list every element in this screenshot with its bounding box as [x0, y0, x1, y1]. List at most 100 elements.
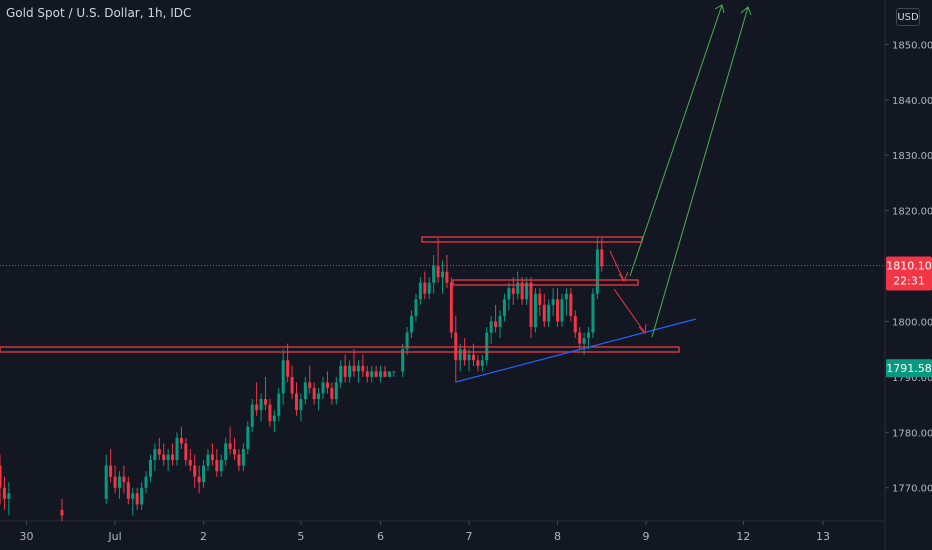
- candle[interactable]: [582, 332, 586, 355]
- candle[interactable]: [551, 288, 555, 316]
- candle[interactable]: [184, 437, 188, 466]
- candle[interactable]: [556, 288, 560, 328]
- candle[interactable]: [0, 454, 2, 505]
- candle[interactable]: [188, 448, 192, 472]
- candle[interactable]: [148, 454, 152, 483]
- candle[interactable]: [547, 299, 551, 328]
- candle[interactable]: [392, 371, 396, 377]
- candle[interactable]: [520, 277, 524, 305]
- candle[interactable]: [564, 288, 568, 316]
- candle[interactable]: [104, 454, 108, 505]
- candle[interactable]: [122, 465, 126, 494]
- candle[interactable]: [489, 315, 493, 344]
- candle[interactable]: [193, 454, 197, 488]
- candle[interactable]: [591, 288, 595, 339]
- candle[interactable]: [259, 393, 263, 422]
- candle[interactable]: [250, 399, 254, 433]
- candle[interactable]: [587, 327, 591, 350]
- currency-button[interactable]: USD: [896, 8, 920, 26]
- candle[interactable]: [135, 487, 139, 510]
- candle[interactable]: [449, 277, 453, 339]
- candle[interactable]: [303, 376, 307, 405]
- candle[interactable]: [162, 443, 166, 466]
- candle[interactable]: [215, 448, 219, 477]
- candle[interactable]: [197, 465, 201, 494]
- candle[interactable]: [113, 465, 117, 494]
- candle[interactable]: [441, 260, 444, 294]
- candle[interactable]: [365, 365, 369, 383]
- candle[interactable]: [126, 476, 130, 505]
- candle[interactable]: [321, 376, 325, 400]
- candle[interactable]: [538, 288, 542, 316]
- candle[interactable]: [290, 365, 294, 400]
- candle[interactable]: [383, 365, 387, 377]
- candle[interactable]: [233, 437, 237, 461]
- candle[interactable]: [573, 310, 577, 339]
- candle[interactable]: [467, 349, 471, 372]
- candle[interactable]: [144, 471, 148, 494]
- candle[interactable]: [600, 238, 604, 272]
- candle[interactable]: [401, 343, 405, 377]
- candle[interactable]: [166, 448, 170, 472]
- candle[interactable]: [237, 448, 241, 472]
- candle[interactable]: [202, 460, 206, 488]
- candle[interactable]: [387, 371, 391, 377]
- candle[interactable]: [533, 288, 537, 333]
- candle[interactable]: [281, 349, 285, 405]
- candle[interactable]: [308, 365, 312, 394]
- candle[interactable]: [542, 293, 546, 328]
- candle[interactable]: [210, 443, 214, 466]
- candle[interactable]: [286, 343, 290, 383]
- candle[interactable]: [476, 354, 480, 372]
- candle[interactable]: [117, 471, 121, 499]
- candle[interactable]: [445, 254, 449, 289]
- candle[interactable]: [525, 277, 529, 305]
- candle[interactable]: [374, 365, 378, 377]
- candle[interactable]: [175, 432, 179, 466]
- candle[interactable]: [224, 437, 228, 466]
- candle[interactable]: [219, 454, 223, 477]
- candle[interactable]: [370, 365, 374, 383]
- candle[interactable]: [317, 387, 321, 411]
- candle[interactable]: [325, 371, 329, 394]
- candle[interactable]: [480, 354, 484, 372]
- candle[interactable]: [2, 476, 6, 510]
- candle[interactable]: [502, 293, 506, 322]
- candle[interactable]: [339, 360, 343, 388]
- candle[interactable]: [405, 327, 409, 355]
- symbol-title[interactable]: Gold Spot / U.S. Dollar, 1h, IDC: [6, 6, 192, 20]
- candle[interactable]: [255, 382, 259, 416]
- candle[interactable]: [140, 482, 144, 510]
- candle[interactable]: [458, 343, 462, 372]
- candle[interactable]: [294, 382, 298, 416]
- candle[interactable]: [272, 410, 276, 433]
- arrow-down-path-2[interactable]: [613, 288, 646, 334]
- candle[interactable]: [299, 393, 303, 422]
- candle[interactable]: [246, 421, 250, 455]
- candle[interactable]: [352, 349, 356, 377]
- candle[interactable]: [206, 448, 210, 472]
- candle[interactable]: [157, 437, 161, 461]
- candle[interactable]: [356, 360, 360, 383]
- candle[interactable]: [153, 443, 157, 472]
- candle[interactable]: [427, 277, 431, 300]
- candle[interactable]: [179, 426, 183, 449]
- candle[interactable]: [578, 327, 582, 350]
- candle[interactable]: [436, 238, 440, 283]
- candle[interactable]: [241, 443, 245, 472]
- candle[interactable]: [418, 277, 422, 305]
- candle[interactable]: [268, 399, 272, 427]
- candle[interactable]: [60, 498, 64, 521]
- candle[interactable]: [560, 293, 564, 328]
- candle[interactable]: [264, 376, 267, 411]
- candle[interactable]: [228, 426, 232, 455]
- candle[interactable]: [595, 238, 599, 300]
- arrow-down-path-1[interactable]: [609, 250, 625, 282]
- candle[interactable]: [379, 365, 383, 383]
- support-zone[interactable]: [0, 346, 680, 353]
- candle[interactable]: [277, 387, 281, 422]
- candle[interactable]: [511, 277, 515, 305]
- candle[interactable]: [348, 360, 352, 383]
- candle[interactable]: [330, 382, 334, 405]
